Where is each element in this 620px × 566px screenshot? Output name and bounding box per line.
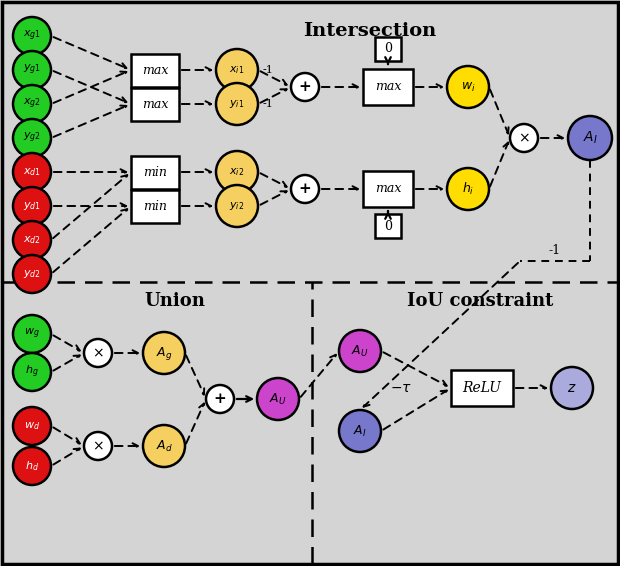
Text: max: max xyxy=(142,63,168,76)
Text: $x_{g2}$: $x_{g2}$ xyxy=(23,97,41,111)
Circle shape xyxy=(339,410,381,452)
Circle shape xyxy=(447,168,489,210)
Text: +: + xyxy=(299,80,311,94)
Text: $w_d$: $w_d$ xyxy=(24,420,40,432)
Circle shape xyxy=(13,17,51,55)
Circle shape xyxy=(568,116,612,160)
Circle shape xyxy=(339,330,381,372)
Circle shape xyxy=(84,339,112,367)
Text: Union: Union xyxy=(144,292,205,310)
Text: $A_I$: $A_I$ xyxy=(583,130,598,146)
Circle shape xyxy=(13,119,51,157)
Text: min: min xyxy=(143,165,167,178)
Circle shape xyxy=(510,124,538,152)
FancyBboxPatch shape xyxy=(451,370,513,406)
Text: $A_U$: $A_U$ xyxy=(352,344,369,358)
Text: $x_{i2}$: $x_{i2}$ xyxy=(229,166,244,178)
Circle shape xyxy=(13,85,51,123)
Text: -1: -1 xyxy=(263,65,274,75)
Text: $x_{i1}$: $x_{i1}$ xyxy=(229,64,245,76)
FancyBboxPatch shape xyxy=(131,190,179,222)
Circle shape xyxy=(13,221,51,259)
Text: $x_{d1}$: $x_{d1}$ xyxy=(23,166,41,178)
Circle shape xyxy=(84,432,112,460)
Text: $x_{g1}$: $x_{g1}$ xyxy=(23,29,41,43)
Circle shape xyxy=(13,187,51,225)
Text: $\times$: $\times$ xyxy=(92,439,104,453)
Text: $y_{d1}$: $y_{d1}$ xyxy=(23,200,41,212)
Text: min: min xyxy=(143,199,167,212)
Circle shape xyxy=(13,315,51,353)
Text: -1: -1 xyxy=(549,245,561,258)
Text: $A_U$: $A_U$ xyxy=(269,392,286,406)
Circle shape xyxy=(143,425,185,467)
Text: max: max xyxy=(142,97,168,110)
Circle shape xyxy=(291,73,319,101)
Circle shape xyxy=(216,49,258,91)
Circle shape xyxy=(13,447,51,485)
FancyBboxPatch shape xyxy=(375,214,401,238)
Text: $-\tau$: $-\tau$ xyxy=(390,381,412,395)
Text: IoU constraint: IoU constraint xyxy=(407,292,553,310)
Text: Intersection: Intersection xyxy=(303,22,436,40)
Text: $\times$: $\times$ xyxy=(92,346,104,360)
Text: $y_{i1}$: $y_{i1}$ xyxy=(229,98,245,110)
Text: $h_d$: $h_d$ xyxy=(25,459,39,473)
Text: $y_{g1}$: $y_{g1}$ xyxy=(23,63,41,77)
Text: -1: -1 xyxy=(263,99,274,109)
FancyBboxPatch shape xyxy=(363,171,413,207)
Circle shape xyxy=(13,153,51,191)
Text: 0: 0 xyxy=(384,42,392,55)
Circle shape xyxy=(13,353,51,391)
Circle shape xyxy=(447,66,489,108)
Circle shape xyxy=(551,367,593,409)
Circle shape xyxy=(291,175,319,203)
Text: $x_{d2}$: $x_{d2}$ xyxy=(23,234,41,246)
Text: $A_I$: $A_I$ xyxy=(353,423,367,439)
Text: $z$: $z$ xyxy=(567,381,577,395)
Text: $h_i$: $h_i$ xyxy=(462,181,474,197)
Text: $h_g$: $h_g$ xyxy=(25,364,39,380)
Circle shape xyxy=(13,255,51,293)
Text: $w_g$: $w_g$ xyxy=(24,327,40,341)
Text: $A_g$: $A_g$ xyxy=(156,345,172,362)
Text: 0: 0 xyxy=(384,220,392,233)
Text: max: max xyxy=(375,80,401,93)
FancyBboxPatch shape xyxy=(363,69,413,105)
Circle shape xyxy=(216,185,258,227)
Circle shape xyxy=(216,83,258,125)
Circle shape xyxy=(143,332,185,374)
Circle shape xyxy=(257,378,299,420)
Text: $\times$: $\times$ xyxy=(518,131,530,145)
Text: $y_{d2}$: $y_{d2}$ xyxy=(23,268,41,280)
Text: $w_i$: $w_i$ xyxy=(461,80,476,93)
FancyBboxPatch shape xyxy=(131,156,179,188)
Circle shape xyxy=(13,407,51,445)
Circle shape xyxy=(206,385,234,413)
Text: $A_d$: $A_d$ xyxy=(156,439,172,453)
Circle shape xyxy=(216,151,258,193)
Text: max: max xyxy=(375,182,401,195)
Text: +: + xyxy=(299,182,311,196)
Text: $y_{g2}$: $y_{g2}$ xyxy=(23,131,41,145)
FancyBboxPatch shape xyxy=(131,54,179,87)
Text: +: + xyxy=(214,392,226,406)
Text: $y_{i2}$: $y_{i2}$ xyxy=(229,200,244,212)
FancyBboxPatch shape xyxy=(131,88,179,121)
Text: ReLU: ReLU xyxy=(463,381,502,395)
FancyBboxPatch shape xyxy=(375,37,401,61)
Circle shape xyxy=(13,51,51,89)
